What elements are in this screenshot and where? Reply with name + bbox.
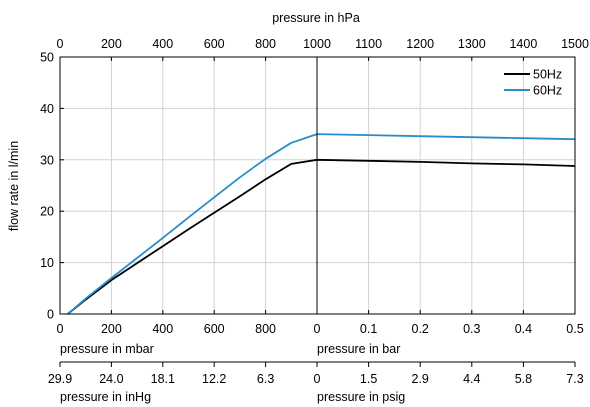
legend: 50Hz 60Hz <box>504 68 562 98</box>
bar-tick-label: 0.4 <box>515 322 532 336</box>
legend-label-60hz: 60Hz <box>533 84 562 98</box>
mbar-tick-label: 800 <box>255 322 276 336</box>
series-lines <box>67 133 576 315</box>
bar-tick-label: 0.3 <box>463 322 480 336</box>
y-tick-label: 20 <box>40 205 54 219</box>
top-tick-label: 1300 <box>458 37 486 51</box>
inhg-tick-label: 6.3 <box>257 372 274 386</box>
top-tick-label: 600 <box>204 37 225 51</box>
top-tick-label: 800 <box>255 37 276 51</box>
top-tick-label: 1100 <box>355 37 382 51</box>
y-tick-label: 30 <box>40 153 54 167</box>
psig-tick-label: 2.9 <box>412 372 429 386</box>
psig-tick-label: 0 <box>314 372 321 386</box>
plot-frame <box>59 56 576 367</box>
psig-tick-label: 1.5 <box>360 372 377 386</box>
inhg-tick-label: 29.9 <box>48 372 72 386</box>
mbar-tick-label: 200 <box>101 322 122 336</box>
psig-axis-title: pressure in psig <box>317 390 405 404</box>
series-line-50hz <box>67 158 576 315</box>
bar-tick-label: 0.2 <box>412 322 429 336</box>
legend-label-50hz: 50Hz <box>533 68 562 82</box>
bar-tick-label: 0 <box>314 322 321 336</box>
inhg-tick-label: 12.2 <box>202 372 226 386</box>
top-tick-label: 1000 <box>303 37 331 51</box>
mbar-tick-label: 600 <box>204 322 225 336</box>
bar-tick-label: 0.5 <box>566 322 583 336</box>
top-tick-label: 200 <box>101 37 122 51</box>
inhg-tick-label: 18.1 <box>151 372 175 386</box>
y-tick-label: 0 <box>47 308 54 322</box>
mbar-tick-label: 400 <box>152 322 173 336</box>
top-tick-label: 0 <box>57 37 64 51</box>
y-axis-title: flow rate in l/min <box>7 141 21 231</box>
top-tick-label: 1500 <box>561 37 589 51</box>
psig-tick-label: 5.8 <box>515 372 532 386</box>
series-line-60hz <box>67 133 576 315</box>
top-tick-label: 1200 <box>406 37 434 51</box>
bar-tick-label: 0.1 <box>360 322 377 336</box>
inhg-axis-title: pressure in inHg <box>60 390 151 404</box>
y-tick-label: 10 <box>40 256 54 270</box>
psig-tick-label: 4.4 <box>463 372 480 386</box>
mbar-tick-label: 0 <box>57 322 64 336</box>
y-tick-label: 40 <box>40 102 54 116</box>
top-tick-label: 400 <box>152 37 173 51</box>
top-axis-title: pressure in hPa <box>272 11 360 25</box>
tick-labels: 0 200 400 600 800 1000 1100 1200 1300 1400 1500010… <box>40 37 589 386</box>
bar-axis-title: pressure in bar <box>317 342 400 356</box>
inhg-tick-label: 24.0 <box>99 372 123 386</box>
psig-tick-label: 7.3 <box>566 372 583 386</box>
mbar-axis-title: pressure in mbar <box>60 342 154 356</box>
top-tick-label: 1400 <box>509 37 537 51</box>
y-tick-label: 50 <box>40 51 54 65</box>
